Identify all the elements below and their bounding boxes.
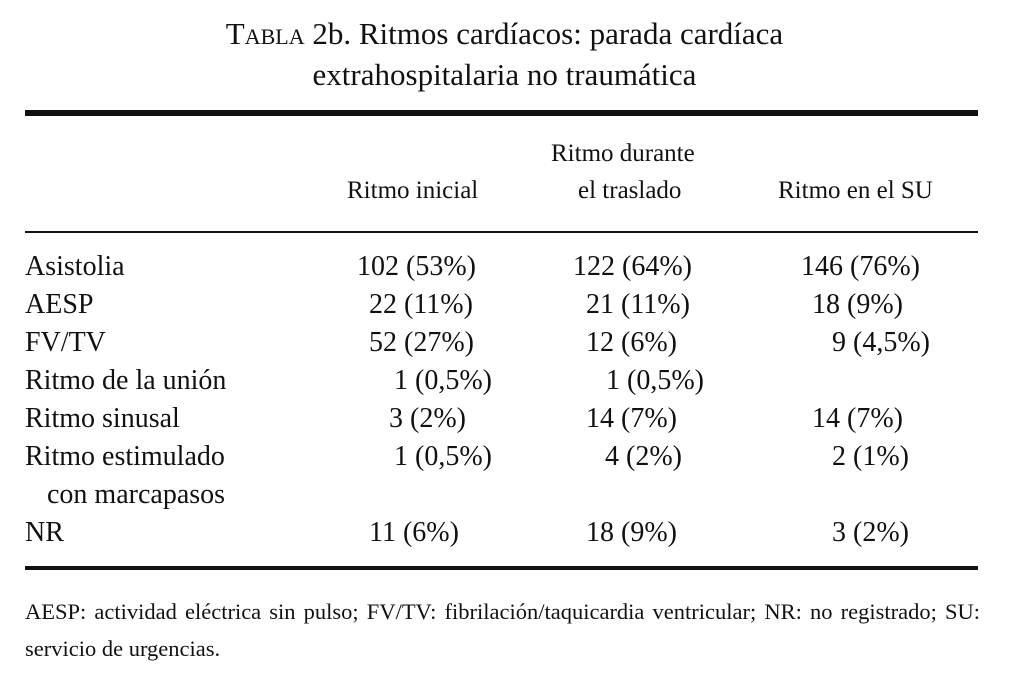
table-title-line-1: Tabla 2b. Ritmos cardíacos: parada cardí… — [0, 14, 1009, 54]
table-cell: 4 (2%) — [605, 441, 682, 472]
row-label: Asistolia — [25, 251, 125, 282]
bottom-rule — [25, 566, 978, 570]
column-header-ritmo-durante-1: Ritmo durante — [551, 140, 695, 167]
table-cell: 11 (6%) — [369, 517, 459, 548]
table-cell: 52 (27%) — [369, 327, 474, 358]
table-title-text: 2b. Ritmos cardíacos: parada cardíaca — [312, 16, 784, 51]
table-title-line-2: extrahospitalaria no traumática — [312, 57, 697, 92]
row-label: NR — [25, 517, 64, 548]
column-header-ritmo-su: Ritmo en el SU — [778, 177, 933, 204]
table-cell: 146 (76%) — [801, 251, 920, 282]
table-cell: 18 (9%) — [812, 289, 903, 320]
row-label: Ritmo estimulado — [25, 441, 225, 472]
table-cell: 3 (2%) — [832, 517, 909, 548]
row-label: Ritmo sinusal — [25, 403, 180, 434]
table-cell: 1 (0,5%) — [394, 441, 492, 472]
table-cell: 14 (7%) — [812, 403, 903, 434]
footnote: AESP: actividad eléctrica sin pulso; FV/… — [25, 599, 980, 661]
column-header-ritmo-durante-2: el traslado — [578, 177, 682, 204]
table-cell: 9 (4,5%) — [832, 327, 930, 358]
row-label: con marcapasos — [47, 479, 226, 510]
column-header-ritmo-inicial: Ritmo inicial — [347, 177, 479, 204]
table-cell: 1 (0,5%) — [394, 365, 492, 396]
table-cell: 12 (6%) — [586, 327, 677, 358]
header-rule — [25, 231, 978, 233]
table-cell: 102 (53%) — [357, 251, 476, 282]
row-label: AESP — [25, 289, 94, 320]
table-cell: 22 (11%) — [369, 289, 473, 320]
table-cell: 2 (1%) — [832, 441, 909, 472]
row-label: FV/TV — [25, 327, 106, 358]
table-cell: 1 (0,5%) — [606, 365, 704, 396]
table-cell: 14 (7%) — [586, 403, 677, 434]
table-cell: 18 (9%) — [586, 517, 677, 548]
table-cell: 21 (11%) — [586, 289, 690, 320]
table-label: Tabla — [225, 16, 305, 51]
top-rule — [25, 110, 978, 116]
table-cell: 122 (64%) — [573, 251, 692, 282]
row-label: Ritmo de la unión — [25, 365, 227, 396]
table-cell: 3 (2%) — [389, 403, 466, 434]
